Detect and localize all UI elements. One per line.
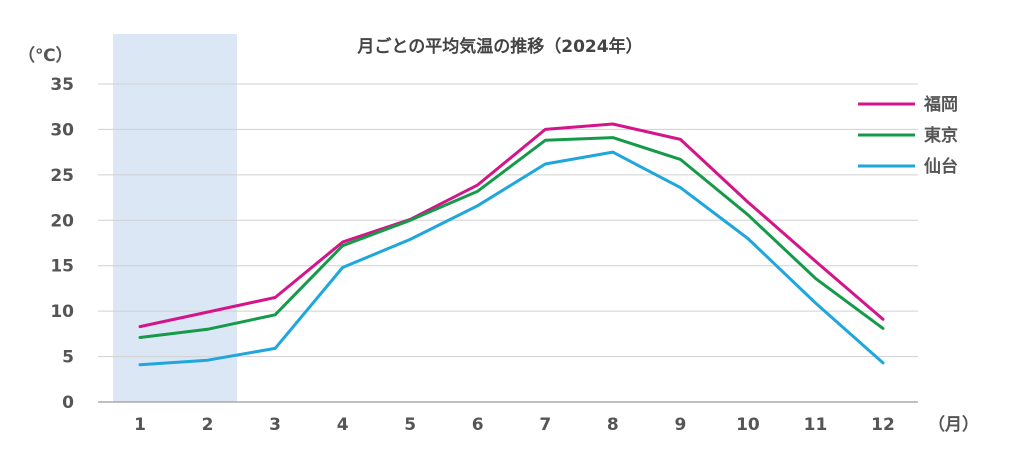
series-line-仙台 — [138, 150, 885, 367]
y-tick-label: 5 — [62, 348, 74, 368]
highlight-band — [113, 34, 237, 402]
y-tick-label: 15 — [50, 257, 74, 277]
series-line-東京 — [138, 136, 885, 339]
series-line-福岡 — [138, 122, 885, 329]
x-tick-label: 10 — [736, 415, 760, 435]
x-tick-label: 11 — [804, 415, 828, 435]
x-tick-label: 1 — [134, 415, 146, 435]
y-tick-label: 20 — [50, 211, 74, 231]
series-lines — [138, 122, 885, 367]
y-tick-label: 10 — [50, 302, 74, 322]
x-tick-label: 6 — [472, 415, 484, 435]
y-axis-unit-label: （℃） — [18, 45, 73, 66]
x-tick-label: 12 — [871, 415, 895, 435]
x-tick-label: 9 — [674, 415, 686, 435]
x-tick-label: 8 — [607, 415, 619, 435]
x-tick-label: 4 — [337, 415, 349, 435]
legend-label: 仙台 — [924, 156, 958, 177]
y-axis-ticks: 0 5 10 15 20 25 30 35 — [50, 75, 74, 413]
legend-label: 東京 — [924, 125, 958, 146]
y-tick-label: 25 — [50, 166, 74, 186]
x-tick-label: 3 — [269, 415, 281, 435]
y-tick-label: 35 — [50, 75, 74, 95]
x-axis-ticks: 1 2 3 4 5 6 7 8 9 10 11 12 — [134, 415, 895, 435]
chart-title: 月ごとの平均気温の推移（2024年） — [356, 36, 642, 57]
x-tick-label: 2 — [202, 415, 214, 435]
x-axis-unit-label: （月） — [928, 414, 979, 435]
x-tick-label: 5 — [404, 415, 416, 435]
y-tick-label: 30 — [50, 120, 74, 140]
y-tick-label: 0 — [62, 393, 74, 413]
x-tick-label: 7 — [539, 415, 551, 435]
legend-label: 福岡 — [923, 94, 958, 115]
